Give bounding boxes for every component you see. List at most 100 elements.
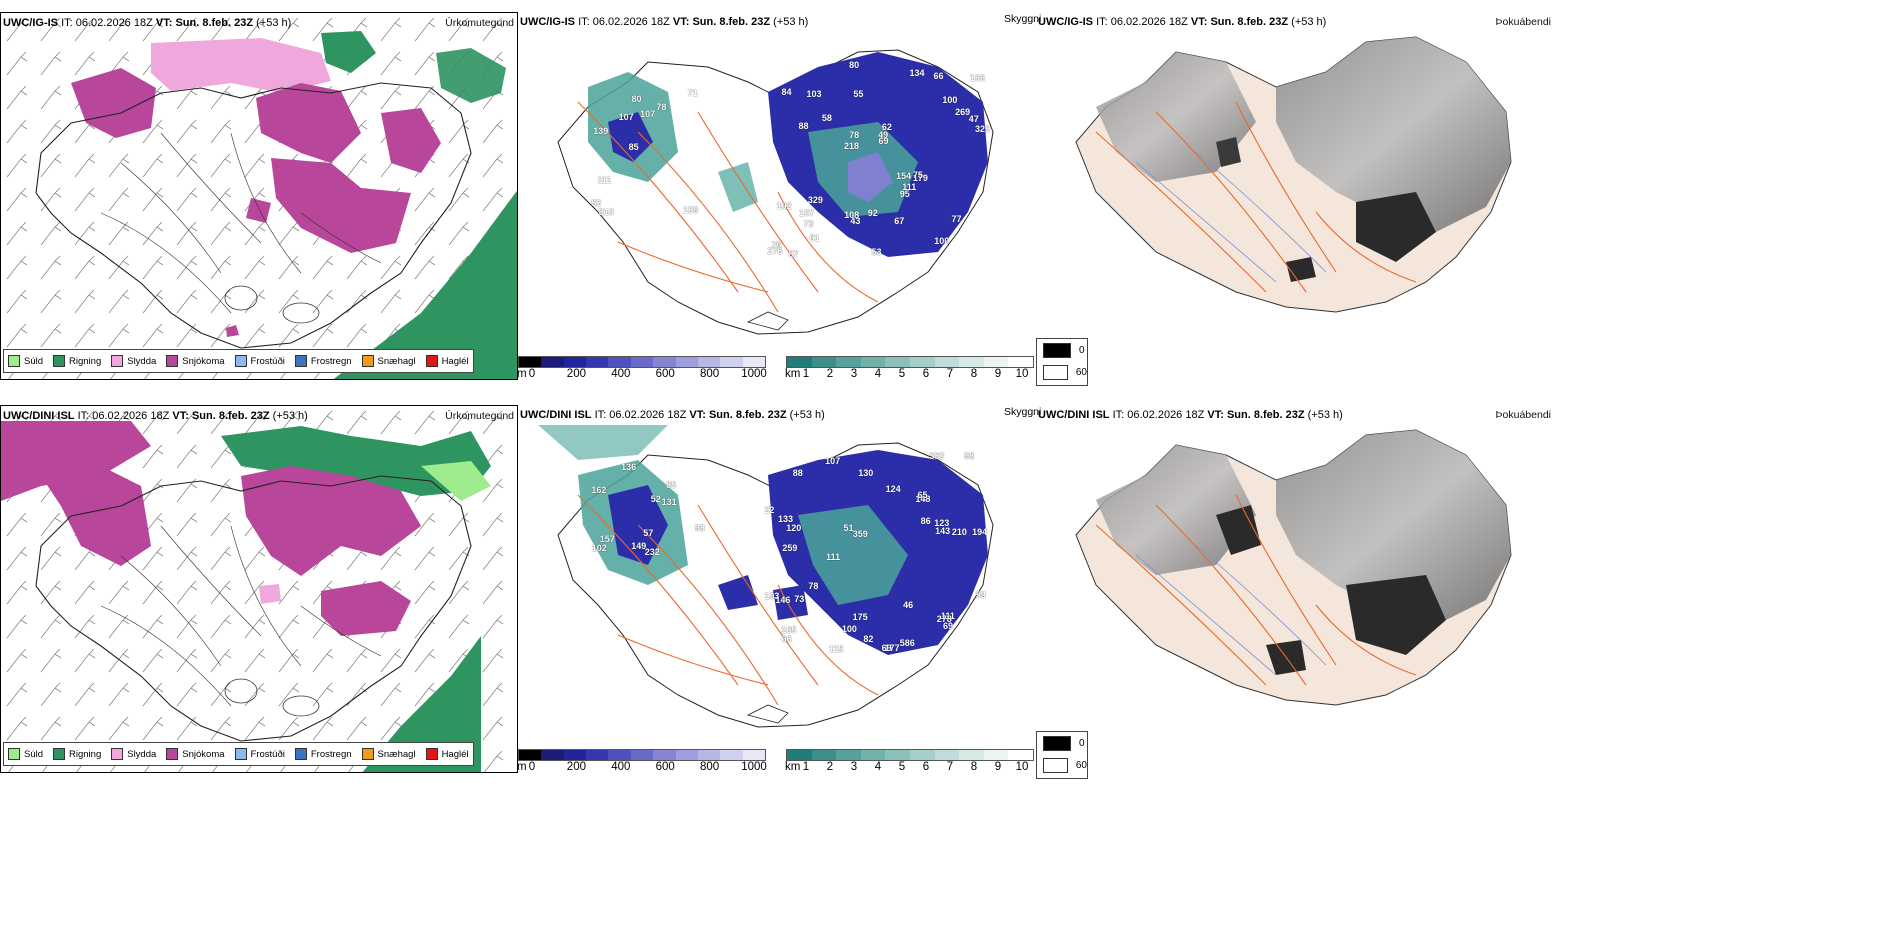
- colorbar-swatch: [836, 750, 861, 760]
- skyggni-label: Skyggni: [1004, 13, 1042, 25]
- snow-depth-value-label: 108: [844, 209, 860, 220]
- snow-depth-value-label: 88: [792, 468, 803, 479]
- colorbar-fog-km: km 1 2 3 4 5 6 7 8 9 10: [785, 356, 1034, 380]
- snow-depth-value-label: 276: [767, 246, 783, 257]
- colorbar-swatch: [720, 750, 743, 760]
- snow-depth-value-label: 87: [788, 249, 799, 260]
- snow-depth-value-label: 111: [597, 175, 612, 186]
- snow-depth-value-label: 111: [940, 611, 955, 622]
- snow-depth-value-label: 133: [778, 514, 794, 525]
- snow-depth-value-label: 66: [781, 634, 792, 645]
- snow-depth-value-label: 159: [683, 204, 699, 215]
- snow-depth-value-label: 61: [809, 233, 820, 244]
- colorbar-swatch: [630, 750, 654, 760]
- fog-indicator-panel-row2: UWC/DINI ISL IT: 06.02.2026 18Z VT: Sun.…: [1036, 405, 1554, 773]
- colorbar-tick-label: 1000: [741, 368, 767, 380]
- fog-indicator-panel-row1: UWC/IG-IS IT: 06.02.2026 18Z VT: Sun. 8.…: [1036, 12, 1554, 380]
- snow-depth-value-label: 179: [912, 172, 928, 183]
- snow-depth-value-label: 95: [899, 189, 910, 200]
- snow-depth-value-label: 69: [881, 643, 892, 654]
- panel-field-name: Úrkomutegund: [445, 410, 514, 422]
- colorbar-swatch: [563, 750, 587, 760]
- colorbar-swatch: [787, 357, 812, 367]
- colorbar-swatch: [909, 357, 935, 367]
- snow-depth-value-label: 85: [628, 142, 639, 153]
- panel-field-name: Þokuábendi: [1495, 16, 1551, 28]
- snow-depth-value-label: 148: [915, 494, 931, 505]
- colorbar-tick-label: 600: [655, 368, 675, 380]
- panel-title: UWC/DINI ISL IT: 06.02.2026 18Z VT: Sun.…: [1038, 409, 1343, 421]
- snow-depth-value-label: 107: [640, 109, 656, 120]
- colorbar-swatch: [653, 750, 676, 760]
- skyggni-label: Skyggni: [1004, 406, 1042, 418]
- snow-depth-value-label: 47: [968, 113, 979, 124]
- snow-depth-value-label: 52: [591, 198, 602, 209]
- legend-item-sudd: Súld: [8, 748, 43, 760]
- snow-depth-value-label: 69: [878, 135, 889, 146]
- colorbar-tick-label: 4: [874, 761, 882, 773]
- snow-depth-value-label: 100: [942, 94, 958, 105]
- snow-depth-value-label: 115: [828, 643, 844, 654]
- snow-depth-value-label: 310: [598, 207, 614, 218]
- snow-depth-value-label: 80: [631, 94, 642, 105]
- colorbar-tick-label: 10: [1015, 368, 1029, 380]
- snow-depth-value-label: 76: [771, 240, 782, 251]
- snow-depth-value-label: 194: [972, 526, 988, 537]
- legend-item-rigning: Rigning: [53, 748, 101, 760]
- colorbar-swatch: [787, 750, 812, 760]
- snow-depth-value-label: 123: [934, 518, 950, 529]
- colorbar-tick-label: 7: [946, 761, 954, 773]
- colorbar-tick-label: 6: [922, 368, 930, 380]
- legend-item-frostudi: Frostúði: [234, 355, 285, 367]
- colorbar-swatch: [836, 357, 861, 367]
- legend-item-snjokoma: Snjókoma: [166, 748, 225, 760]
- colorbar-tick-label: 200: [566, 368, 586, 380]
- colorbar-swatch: [742, 750, 765, 760]
- vis-legend-item-60: 60: [1037, 361, 1087, 383]
- panel-title: UWC/DINI ISL IT: 06.02.2026 18Z VT: Sun.…: [3, 410, 308, 422]
- colorbar-tick-label: 3: [850, 368, 858, 380]
- panel-title: UWC/IG-IS IT: 06.02.2026 18Z VT: Sun. 8.…: [520, 16, 809, 28]
- snow-depth-value-label: 92: [867, 208, 878, 219]
- snow-depth-value-label: 218: [843, 141, 859, 152]
- snow-depth-value-label: 131: [661, 496, 677, 507]
- snow-depth-value-label: 329: [807, 195, 823, 206]
- snow-depth-value-label: 86: [920, 516, 931, 527]
- legend-item-snaehagl: Snæhagl: [361, 355, 416, 367]
- snow-depth-value-label: 73: [794, 593, 805, 604]
- colorbar-swatch: [720, 357, 743, 367]
- snow-depth-value-label: 105: [781, 624, 797, 635]
- snow-depth-value-label: 146: [775, 595, 791, 606]
- colorbar-tick-label: 8: [970, 761, 978, 773]
- legend-item-snaehagl: Snæhagl: [361, 748, 416, 760]
- snow-depth-value-label: 111: [902, 181, 917, 192]
- colorbar-swatch: [608, 750, 631, 760]
- snow-depth-value-label: 124: [885, 484, 901, 495]
- snow-depth-value-label: 73: [803, 218, 814, 229]
- colorbar-swatch: [586, 357, 609, 367]
- colorbar-tick-label: 400: [611, 368, 631, 380]
- snow-depth-value-label: 53: [871, 246, 882, 257]
- snow-depth-value-label: 278: [936, 613, 952, 624]
- colorbar-snow-depth: m 0 200 400 600 800 1000: [518, 356, 767, 380]
- colorbar-swatch: [811, 750, 837, 760]
- snow-depth-value-label: 359: [852, 528, 868, 539]
- snow-depth-value-label: 106: [969, 72, 985, 83]
- colorbar-swatch: [742, 357, 765, 367]
- colorbar-swatch: [653, 357, 676, 367]
- snow-depth-value-label: 80: [849, 60, 860, 71]
- colorbar-swatch: [586, 750, 609, 760]
- colorbar-swatch: [675, 750, 698, 760]
- snow-depth-value-label: 134: [909, 68, 925, 79]
- snow-depth-value-label: 100: [934, 235, 950, 246]
- colorbar-tick-label: 600: [655, 761, 675, 773]
- panel-title: UWC/IG-IS IT: 06.02.2026 18Z VT: Sun. 8.…: [3, 17, 292, 29]
- colorbar-fog-km: km 1 2 3 4 5 6 7 8 9 10: [785, 749, 1034, 773]
- colorbar-tick-label: 1: [802, 761, 810, 773]
- snow-depth-value-label: 102: [591, 543, 607, 554]
- legend-item-sudd: Súld: [8, 355, 43, 367]
- snow-depth-fog-map: [538, 425, 994, 728]
- colorbar-tick-label: 0: [528, 368, 536, 380]
- precip-type-map: [1, 406, 517, 772]
- colorbar-swatch: [959, 357, 984, 367]
